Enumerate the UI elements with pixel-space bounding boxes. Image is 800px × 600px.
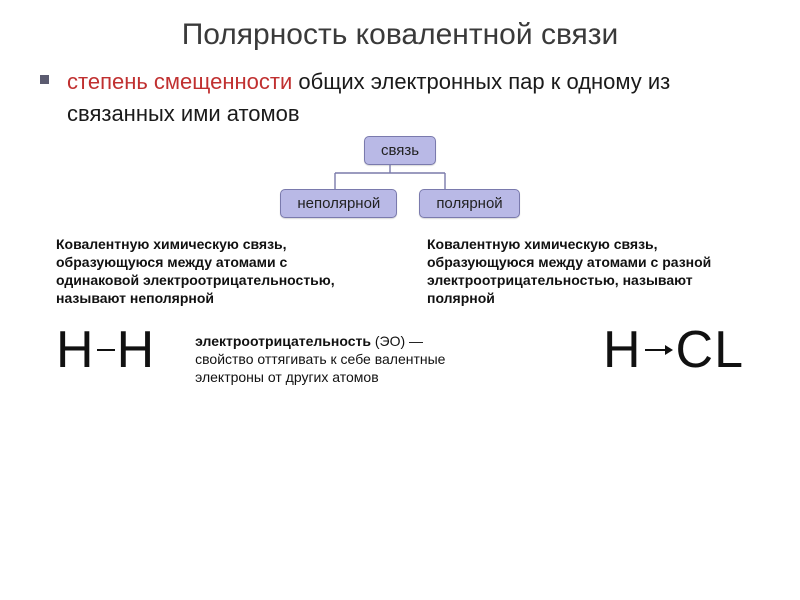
bond-tree: связь неполярной полярной [0,136,800,218]
formula-left-b: H [117,320,156,380]
tree-children: неполярной полярной [280,189,519,218]
formula-left-a: H [56,320,95,380]
bullet-icon [40,75,49,84]
page-title: Полярность ковалентной связи [0,0,800,52]
formula-polar: H CL [603,320,744,380]
bond-line-icon [97,349,115,351]
subtitle-row: степень смещенности общих электронных па… [0,52,800,130]
definitions-row: Ковалентную химическую связь, образующую… [0,218,800,308]
formula-right-b: CL [676,320,744,380]
formula-right-a: H [603,320,642,380]
definition-nonpolar: Ковалентную химическую связь, образующую… [56,236,373,308]
tree-node-nonpolar: неполярной [280,189,397,218]
bottom-row: H H электроотрицательность (ЭО) — свойст… [0,307,800,387]
tree-connectors [280,165,500,189]
tree-node-polar: полярной [419,189,519,218]
definition-polar: Ковалентную химическую связь, образующую… [427,236,744,308]
electronegativity-note: электроотрицательность (ЭО) — свойство о… [195,333,475,387]
subtitle-highlight: степень смещенности [67,69,292,94]
formula-nonpolar: H H [56,320,155,380]
eo-term: электроотрицательность [195,333,371,349]
subtitle-text: степень смещенности общих электронных па… [67,66,760,130]
bond-arrow-icon [645,343,673,357]
tree-root-node: связь [364,136,436,165]
